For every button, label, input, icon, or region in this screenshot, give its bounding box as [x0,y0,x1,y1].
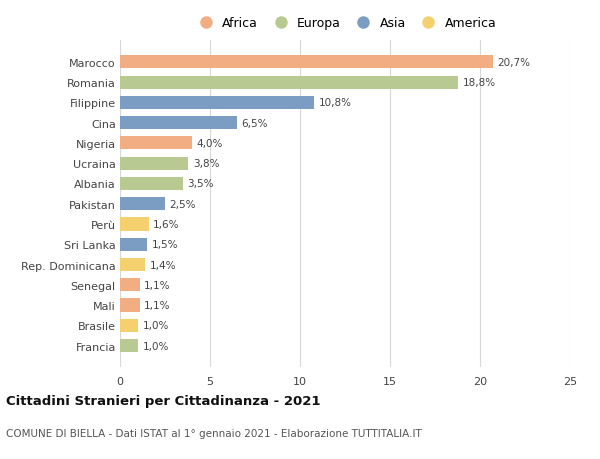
Bar [120,76,458,90]
Text: 3,5%: 3,5% [187,179,214,189]
Text: 20,7%: 20,7% [497,58,530,67]
Text: 2,5%: 2,5% [170,199,196,209]
Text: 1,1%: 1,1% [145,300,171,310]
Text: 1,0%: 1,0% [143,320,169,330]
Text: 10,8%: 10,8% [319,98,352,108]
Text: 1,0%: 1,0% [143,341,169,351]
Text: Cittadini Stranieri per Cittadinanza - 2021: Cittadini Stranieri per Cittadinanza - 2… [6,394,320,407]
Text: 1,1%: 1,1% [145,280,171,290]
Bar [120,56,493,69]
Bar [120,279,140,292]
Text: 18,8%: 18,8% [463,78,496,88]
Bar [120,157,188,170]
Bar [120,299,140,312]
Bar [120,137,192,150]
Text: 1,4%: 1,4% [150,260,176,270]
Text: 6,5%: 6,5% [241,118,268,129]
Text: 3,8%: 3,8% [193,159,220,169]
Bar [120,117,237,130]
Bar [120,238,147,251]
Bar [120,178,183,190]
Text: 1,5%: 1,5% [151,240,178,250]
Text: 4,0%: 4,0% [197,139,223,149]
Bar [120,96,314,110]
Bar [120,339,138,353]
Bar [120,198,165,211]
Bar [120,218,149,231]
Bar [120,319,138,332]
Bar [120,258,145,271]
Text: COMUNE DI BIELLA - Dati ISTAT al 1° gennaio 2021 - Elaborazione TUTTITALIA.IT: COMUNE DI BIELLA - Dati ISTAT al 1° genn… [6,428,422,438]
Text: 1,6%: 1,6% [154,219,180,230]
Legend: Africa, Europa, Asia, America: Africa, Europa, Asia, America [191,15,499,33]
